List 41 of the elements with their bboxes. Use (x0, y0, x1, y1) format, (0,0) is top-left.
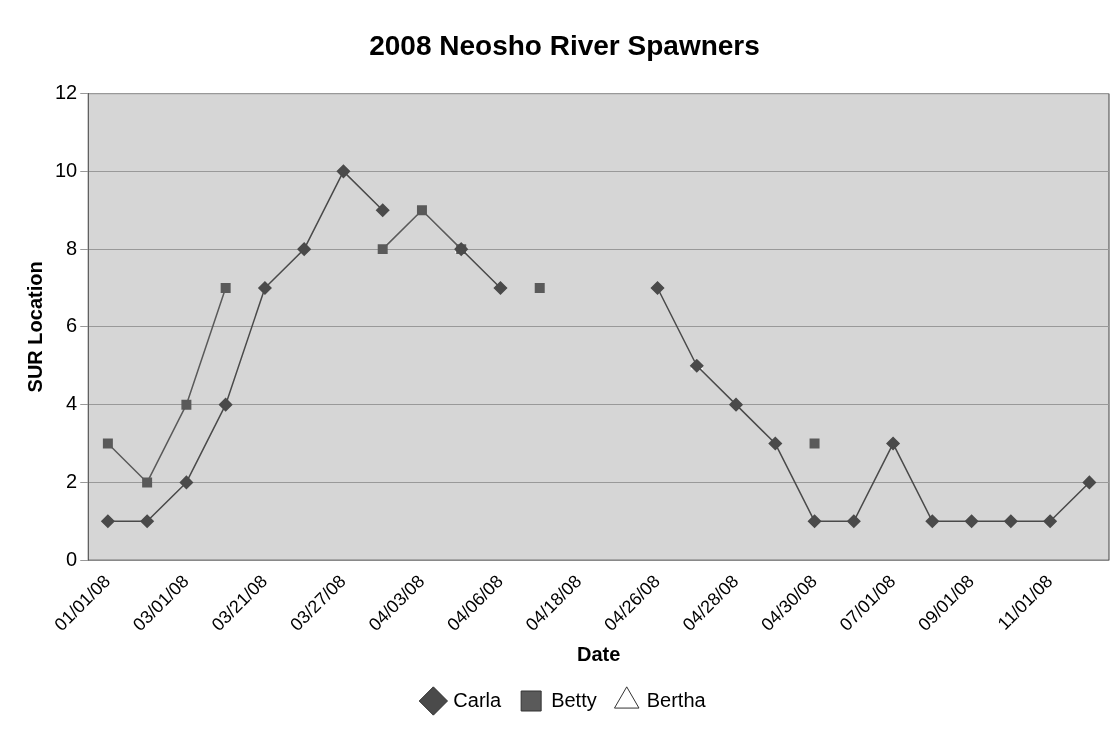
point (729, 397, 743, 412)
point (416, 205, 427, 216)
point (377, 244, 388, 255)
point (886, 436, 900, 451)
point (1043, 514, 1057, 529)
y-tick-label: 6 (66, 314, 78, 337)
point (925, 514, 940, 529)
point (964, 514, 979, 529)
point (102, 438, 113, 449)
point (101, 514, 115, 529)
point (218, 397, 233, 412)
point (768, 436, 783, 451)
point (181, 399, 192, 410)
y-tick-label: 8 (66, 236, 78, 259)
point (297, 242, 311, 256)
point (258, 281, 272, 295)
legend-label: Bertha (646, 688, 707, 711)
point (534, 283, 545, 293)
point (650, 281, 665, 295)
chart-title: 2008 Neosho River Spawners (369, 29, 760, 61)
y-tick-label: 2 (66, 469, 78, 492)
x-axis-title: Date (576, 642, 621, 665)
point (142, 477, 153, 488)
y-tick-label: 4 (66, 392, 78, 415)
y-tick-label: 12 (55, 81, 78, 104)
point (807, 514, 822, 529)
point (220, 283, 231, 293)
point (375, 203, 390, 217)
point (1004, 514, 1018, 529)
y-tick-label: 0 (66, 547, 78, 570)
point (847, 514, 861, 529)
y-axis-title: SUR Location (23, 261, 46, 393)
point (1082, 475, 1097, 490)
point (493, 281, 508, 295)
point (179, 475, 194, 490)
legend-label: Carla (453, 688, 503, 711)
point (336, 164, 351, 179)
legend-label: Betty (551, 688, 597, 711)
point (140, 514, 154, 529)
point (809, 438, 820, 449)
y-tick-label: 10 (55, 158, 78, 181)
